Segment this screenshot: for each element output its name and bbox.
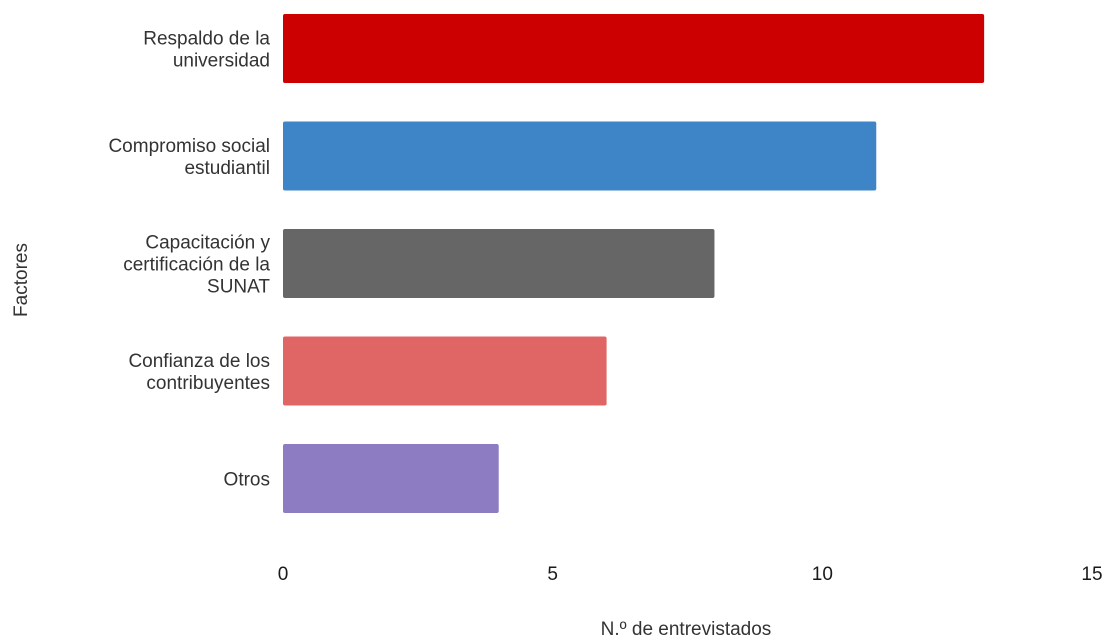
category-label-5: Otros [224,470,270,491]
bar-1 [283,14,985,83]
category-label-line: universidad [173,51,270,72]
category-label-3: Capacitación y certificación de la SUNAT [123,233,270,298]
x-tick-labels-group: 0 5 10 15 [278,564,1103,585]
category-label-line: estudiantil [184,158,270,179]
category-label-2: Compromiso social estudiantil [108,136,270,179]
x-tick-label-0: 0 [278,564,289,585]
category-label-line: certificación de la [123,255,270,276]
category-labels-group: Respaldo de la universidad Compromiso soci… [108,29,270,491]
bar-2 [283,121,877,191]
category-label-line: Otros [224,470,270,491]
category-label-line: Capacitación y [145,233,270,254]
category-label-line: SUNAT [207,277,270,298]
category-label-line: contribuyentes [146,373,270,394]
category-label-line: Compromiso social [108,136,270,157]
bar-3 [283,229,715,298]
bars-group [283,14,985,513]
x-axis-title: N.º de entrevistados [601,619,772,640]
category-label-4: Confianza de los contribuyentes [128,351,270,394]
category-label-line: Confianza de los [128,351,270,372]
x-tick-label-10: 10 [812,564,833,585]
x-tick-label-15: 15 [1081,564,1102,585]
y-axis-title: Factores [11,243,32,317]
category-label-1: Respaldo de la universidad [143,29,270,72]
bar-5 [283,444,499,513]
category-label-line: Respaldo de la [143,29,270,50]
x-tick-label-5: 5 [547,564,558,585]
bar-4 [283,336,607,406]
